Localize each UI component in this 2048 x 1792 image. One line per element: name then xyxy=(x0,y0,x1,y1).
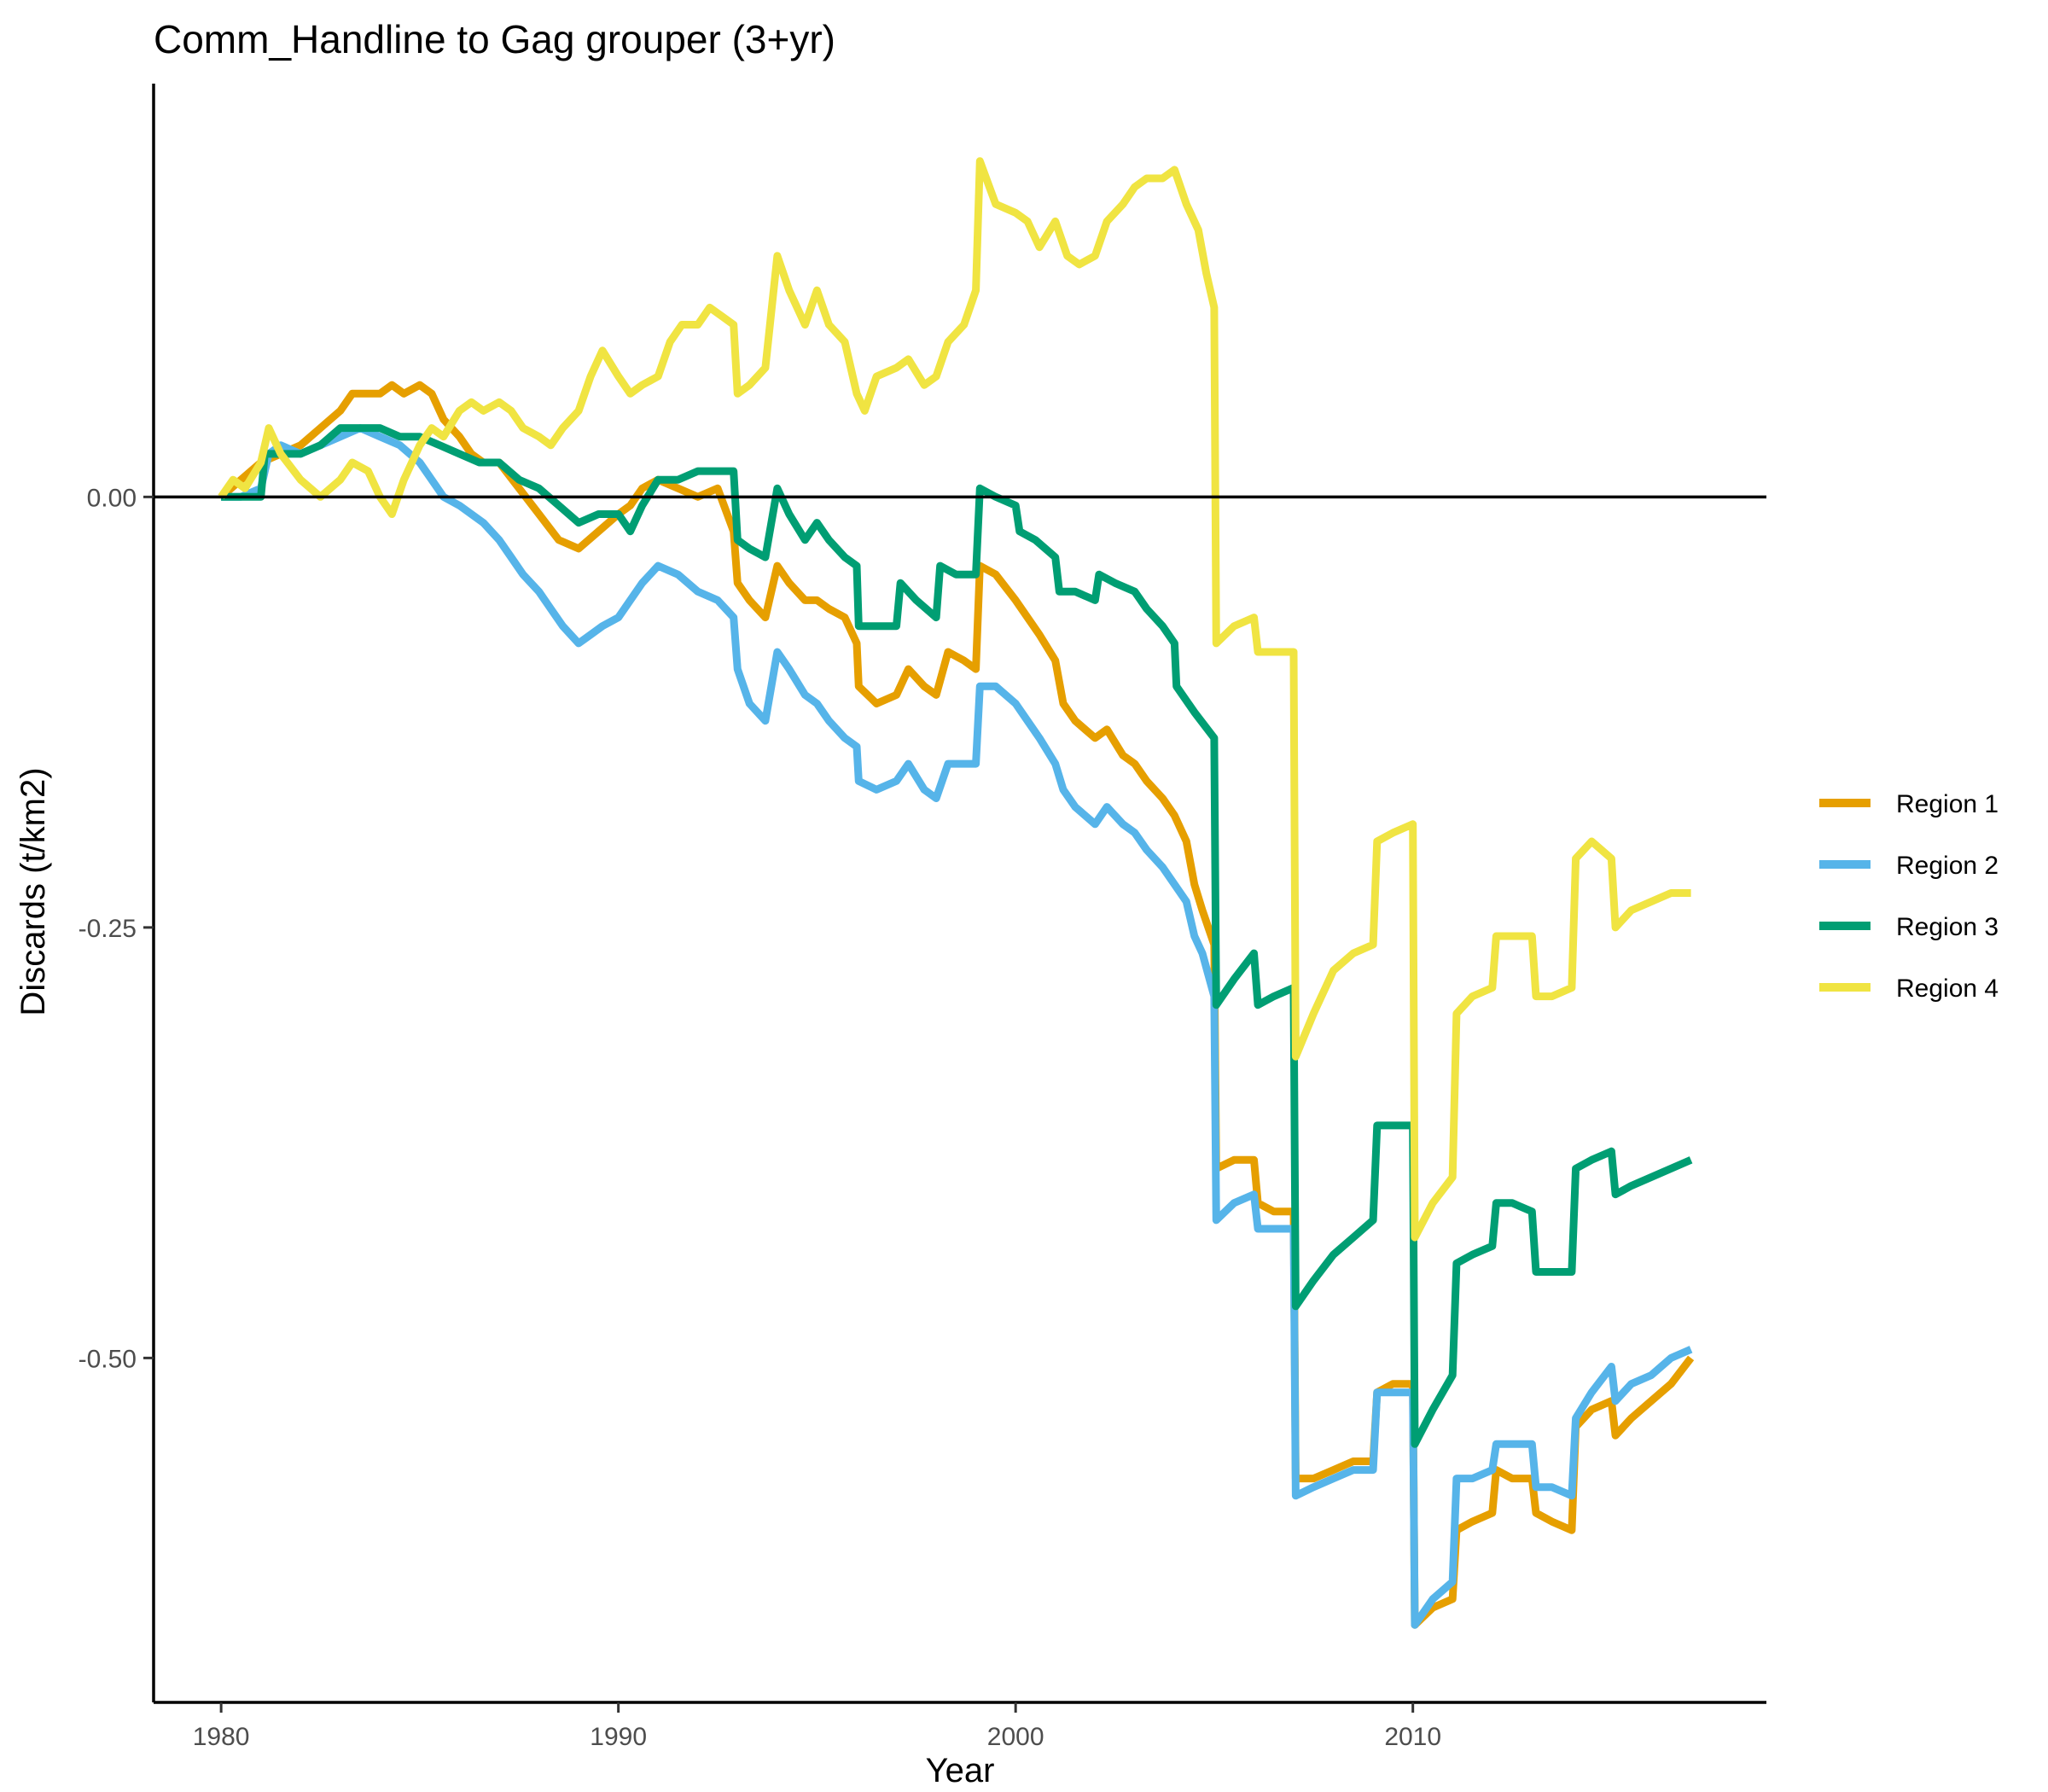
y-tick-label: 0.00 xyxy=(87,484,137,512)
y-tick-label: -0.25 xyxy=(79,915,137,943)
series-line-region-4 xyxy=(218,157,1691,1242)
plot-area xyxy=(154,157,1766,1629)
legend-label-region-4: Region 4 xyxy=(1896,975,1999,1003)
series-line-region-2 xyxy=(221,424,1693,1629)
x-tick-label: 1990 xyxy=(590,1723,647,1751)
x-tick-label: 1980 xyxy=(193,1723,250,1751)
legend-label-region-1: Region 1 xyxy=(1896,790,1999,818)
y-tick-label: -0.50 xyxy=(79,1345,137,1373)
x-axis-title: Year xyxy=(926,1752,995,1789)
y-axis-title: Discards (t/km2) xyxy=(15,767,52,1015)
legend-label-region-3: Region 3 xyxy=(1896,913,1999,941)
x-tick-label: 2000 xyxy=(987,1723,1044,1751)
x-ticks: 1980 1990 2000 2010 xyxy=(193,1702,1441,1751)
x-tick-label: 2010 xyxy=(1384,1723,1441,1751)
y-ticks: 0.00 -0.25 -0.50 xyxy=(79,484,154,1373)
legend: Region 1 Region 2 Region 3 Region 4 xyxy=(1819,790,1999,1003)
chart-title: Comm_Handline to Gag grouper (3+yr) xyxy=(154,17,835,61)
series-line-region-3 xyxy=(221,424,1693,1448)
legend-label-region-2: Region 2 xyxy=(1896,852,1999,880)
